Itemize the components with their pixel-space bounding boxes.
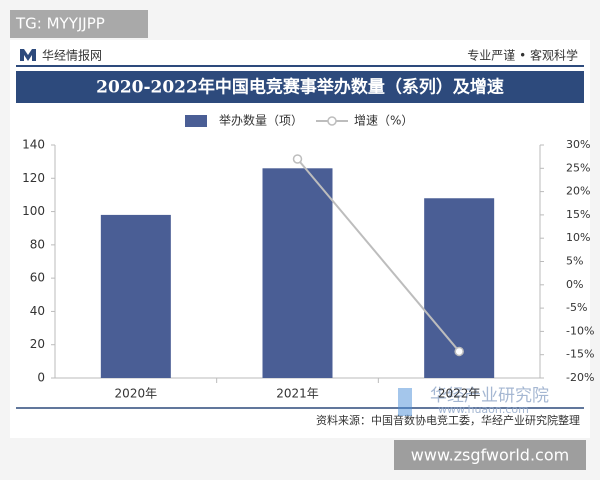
legend-label: 增速（%） xyxy=(354,114,413,128)
x-tick-label: 2020年 xyxy=(115,387,158,401)
x-tick-label: 2022年 xyxy=(438,387,481,401)
chart: 0 20 40 60 80 100 120 140 -20% -15% -10% -5% 0% 5% 10%… xyxy=(22,113,594,401)
chart-title: 2020-2022年中国电竞赛事举办数量（系列）及增速 xyxy=(96,77,504,98)
y2-tick-label: -5% xyxy=(566,301,587,314)
title-bar xyxy=(16,71,584,103)
y2-tick-label: -15% xyxy=(566,348,594,361)
legend-swatch xyxy=(185,115,207,127)
y-tick-label: 60 xyxy=(30,271,45,285)
y2-tick-label: -20% xyxy=(566,371,594,384)
logo xyxy=(20,49,36,61)
line xyxy=(296,158,460,353)
y-tick-label: 120 xyxy=(22,171,45,185)
bar xyxy=(100,214,171,378)
watermark-url: www.huaon.com xyxy=(438,403,529,416)
y-tick-label: 80 xyxy=(30,237,45,251)
y2-tick-label: 5% xyxy=(566,255,583,268)
overlay-label: TG: MYYJJPP xyxy=(15,15,105,33)
line-marker xyxy=(292,154,303,164)
watermark-name: 华经产业研究院 xyxy=(430,386,549,406)
legend-label: 举办数量（项） xyxy=(219,113,303,128)
y2-tick-label: 25% xyxy=(566,161,590,174)
y-tick-label: 0 xyxy=(37,371,45,385)
overlay-url-bg xyxy=(394,440,586,470)
y2-tick-label: 0% xyxy=(566,278,583,291)
y2-tick-label: 30% xyxy=(566,138,590,151)
brand: 华经情报网 xyxy=(42,48,102,63)
y2-tick-label: 10% xyxy=(566,231,590,244)
y-tick-label: 20 xyxy=(30,337,45,351)
watermark-logo xyxy=(398,388,412,416)
y2-tick-label: -10% xyxy=(566,324,594,337)
slogan: 专业严谨 • 客观科学 xyxy=(467,48,578,63)
legend-swatch-marker xyxy=(327,116,337,126)
source: 资料来源：中国音数协电竞工委，华经产业研究院整理 xyxy=(316,413,580,427)
bar xyxy=(262,168,333,378)
y2-tick-label: 15% xyxy=(566,208,590,221)
y-tick-label: 40 xyxy=(30,304,45,318)
overlay-label-bg xyxy=(10,10,148,38)
line-marker xyxy=(454,346,464,357)
y-tick-label: 140 xyxy=(22,138,45,152)
overlay-url: www.zsgfworld.com xyxy=(411,446,569,465)
y2-tick-label: 20% xyxy=(566,185,590,198)
y-tick-label: 100 xyxy=(22,204,45,218)
x-tick-label: 2021年 xyxy=(276,387,319,401)
